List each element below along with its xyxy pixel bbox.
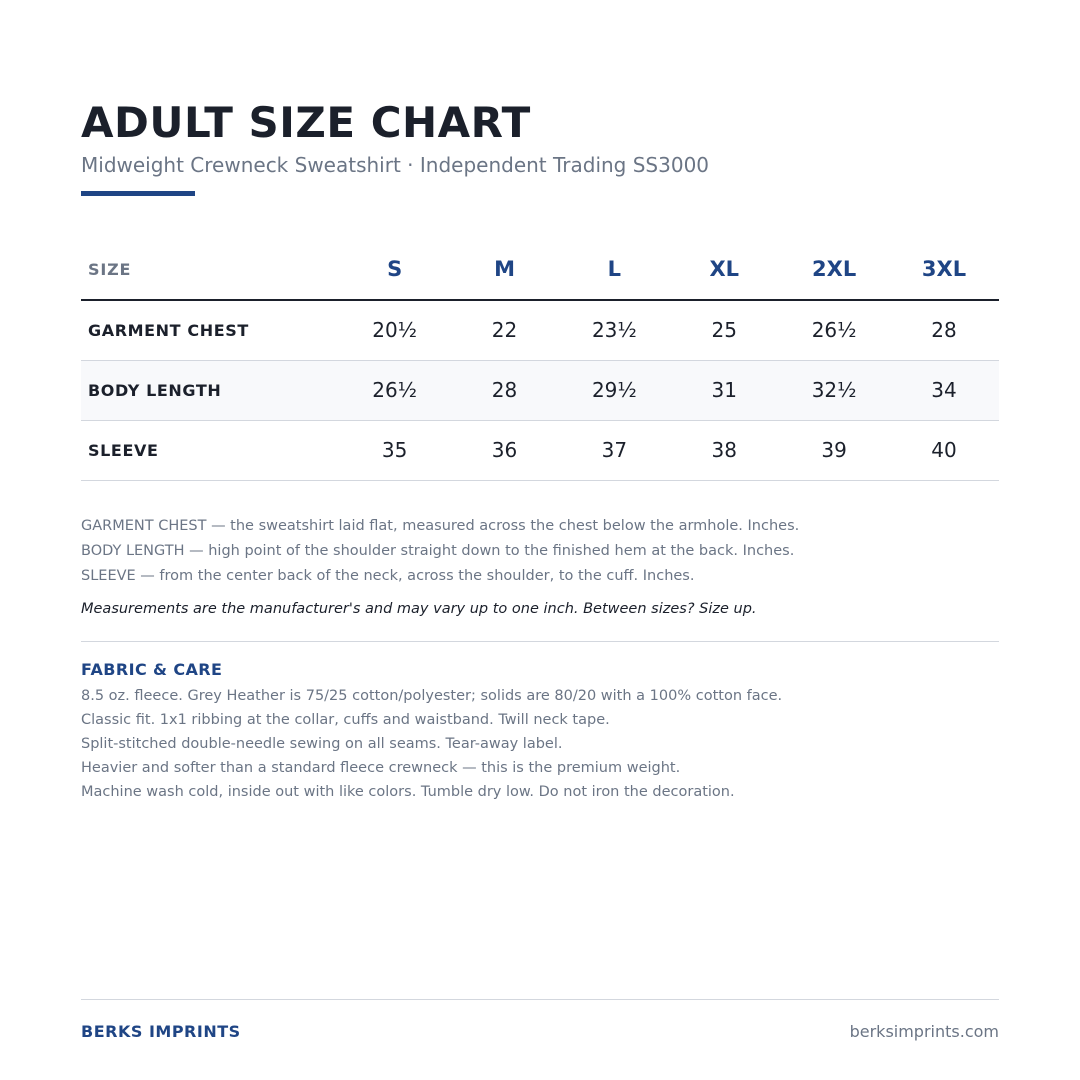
table-row-garment-chest: GARMENT CHEST 20½ 22 23½ 25 26½ 28 (81, 300, 999, 360)
care-line: Heavier and softer than a standard fleec… (81, 760, 681, 776)
footer-website[interactable]: berksimprints.com (849, 1022, 999, 1041)
table-cell: 32½ (811, 378, 857, 402)
fabric-care-section: FABRIC & CARE 8.5 oz. fleece. Grey Heath… (81, 659, 1011, 804)
note-garment-chest: GARMENT CHEST — the sweatshirt laid flat… (81, 518, 800, 534)
table-cell: 25 (711, 318, 737, 343)
table-cell: 35 (381, 438, 408, 462)
size-header-m: M (449, 239, 560, 301)
table-cell: 26½ (372, 378, 418, 402)
title-accent-bar (81, 191, 195, 196)
care-line: Split-stitched double-needle sewing on a… (81, 736, 563, 752)
table-cell: 22 (491, 318, 518, 343)
page-title: ADULT SIZE CHART (81, 98, 531, 147)
footer-brand: BERKS IMPRINTS (81, 1022, 241, 1041)
table-cell: 34 (931, 378, 957, 402)
table-cell: 37 (601, 438, 628, 462)
care-line: Classic fit. 1x1 ribbing at the collar, … (81, 712, 610, 728)
size-header-2xl: 2XL (779, 239, 890, 301)
table-cell: 40 (931, 438, 957, 462)
size-header-xl: XL (669, 239, 780, 301)
size-column-label: SIZE (81, 239, 340, 301)
table-cell: 36 (491, 438, 518, 462)
size-header-l: L (559, 239, 670, 301)
note-body-length: BODY LENGTH — high point of the shoulder… (81, 543, 795, 559)
table-cell: 38 (711, 438, 737, 462)
table-cell: 28 (491, 378, 518, 402)
measurement-disclaimer: Measurements are the manufacturer's and … (81, 601, 757, 617)
table-cell: 20½ (372, 318, 418, 343)
table-row-body-length: BODY LENGTH 26½ 28 29½ 31 32½ 34 (81, 360, 999, 420)
footer-divider (81, 999, 999, 1000)
note-sleeve: SLEEVE — from the center back of the nec… (81, 568, 695, 584)
table-cell: 29½ (591, 378, 637, 402)
section-divider (81, 641, 999, 642)
care-line: 8.5 oz. fleece. Grey Heather is 75/25 co… (81, 688, 783, 704)
row-label: BODY LENGTH (88, 380, 222, 400)
size-table: SIZE S M L XL 2XL 3XL GARMENT CHEST 20½ … (81, 239, 999, 481)
table-cell: 23½ (591, 318, 637, 343)
table-cell: 28 (931, 318, 957, 343)
table-header-row: SIZE S M L XL 2XL 3XL (81, 239, 999, 301)
fabric-care-title: FABRIC & CARE (81, 660, 223, 679)
fabric-care-list: 8.5 oz. fleece. Grey Heather is 75/25 co… (81, 684, 1011, 804)
care-line: Machine wash cold, inside out with like … (81, 784, 735, 800)
table-row-sleeve: SLEEVE 35 36 37 38 39 40 (81, 420, 999, 480)
table-cell: 31 (711, 378, 737, 402)
row-label: SLEEVE (88, 440, 159, 460)
size-header-s: S (339, 239, 450, 301)
size-header-3xl: 3XL (889, 239, 999, 301)
page-subtitle: Midweight Crewneck Sweatshirt · Independ… (81, 153, 710, 177)
table-cell: 26½ (811, 318, 857, 343)
table-cell: 39 (821, 438, 847, 462)
measurement-notes: GARMENT CHEST — the sweatshirt laid flat… (81, 514, 1011, 619)
row-label: GARMENT CHEST (88, 320, 249, 340)
